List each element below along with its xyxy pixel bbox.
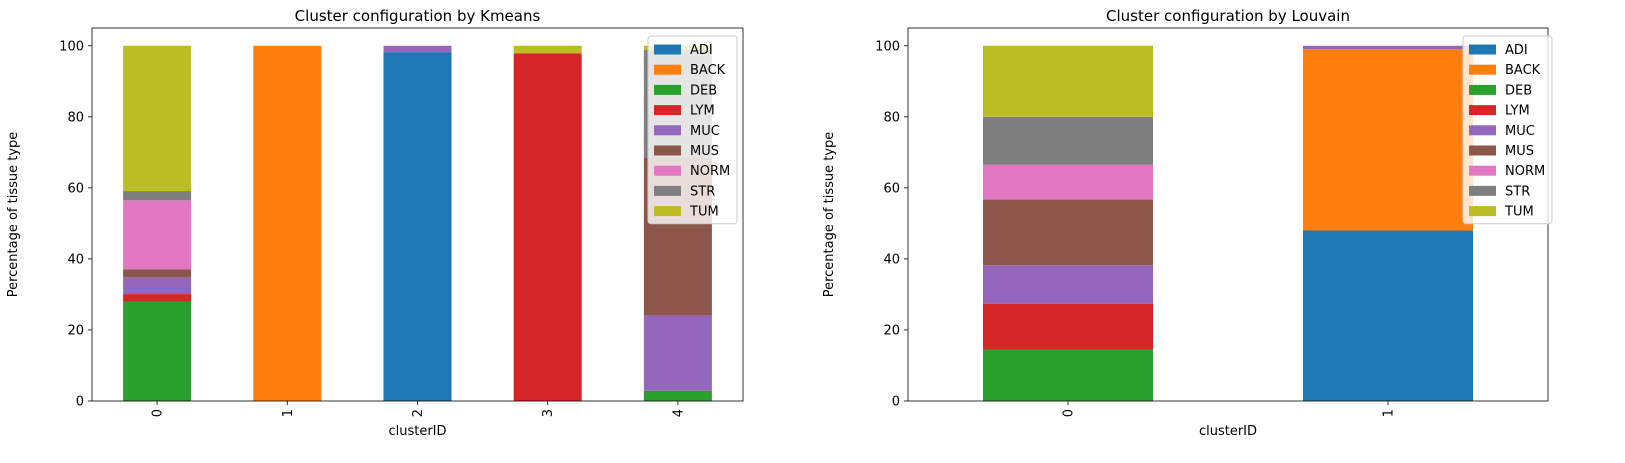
louvain-bar-norm-cluster-0: [983, 164, 1153, 200]
kmeans-ytick-label: 60: [67, 181, 84, 196]
kmeans-bar-tum-cluster-0: [123, 45, 192, 192]
kmeans-legend: ADI BACK DEB LYM MUC MUS NORM STR TUM: [647, 35, 738, 225]
kmeans-bar-lym-cluster-3: [513, 53, 582, 401]
kmeans-xtick-label: 3: [541, 409, 556, 417]
kmeans-y-axis-label: Percentage of tissue type: [6, 132, 21, 298]
louvain-legend-swatch-deb: [1469, 84, 1496, 95]
kmeans-legend-label-back: BACK: [690, 63, 726, 78]
kmeans-ytick-label: 80: [67, 110, 84, 125]
kmeans-bars: [123, 45, 712, 401]
kmeans-xtick-label: 4: [671, 409, 686, 417]
louvain-bar-deb-cluster-0: [983, 349, 1153, 401]
louvain-chart: 0 20 40 60 80 100 0 1 Cluster configuration by L…: [822, 7, 1553, 439]
kmeans-bar-str-cluster-0: [123, 191, 192, 201]
kmeans-chart: 0 20 40 60 80 100 0 1 2 3 4 Cluster configuration b…: [6, 7, 744, 439]
louvain-bar-str-cluster-0: [983, 116, 1153, 165]
kmeans-legend-label-muc: MUC: [690, 124, 720, 139]
kmeans-legend-swatch-back: [654, 64, 681, 75]
louvain-y-axis-label: Percentage of tissue type: [822, 132, 837, 298]
kmeans-legend-label-norm: NORM: [690, 164, 730, 179]
louvain-ytick-label: 20: [883, 323, 900, 338]
kmeans-ytick-label: 20: [67, 323, 84, 338]
louvain-bars: [983, 45, 1473, 401]
kmeans-xtick-label: 2: [411, 409, 426, 417]
kmeans-legend-label-str: STR: [690, 184, 715, 199]
kmeans-bar-muc-cluster-2: [383, 45, 452, 53]
kmeans-legend-label-adi: ADI: [690, 43, 713, 58]
louvain-legend-label-adi: ADI: [1505, 43, 1528, 58]
kmeans-bar-deb-cluster-4: [643, 390, 712, 401]
louvain-bar-muc-cluster-1: [1303, 45, 1473, 50]
louvain-x-axis-label: clusterID: [1199, 424, 1257, 439]
kmeans-bar-norm-cluster-0: [123, 200, 192, 270]
louvain-legend-swatch-tum: [1469, 206, 1496, 217]
kmeans-chart-title: Cluster configuration by Kmeans: [295, 7, 541, 25]
louvain-ytick-label: 0: [892, 395, 900, 410]
louvain-legend-swatch-norm: [1469, 165, 1496, 176]
kmeans-legend-swatch-adi: [654, 44, 681, 55]
kmeans-bar-muc-cluster-4: [643, 315, 712, 391]
louvain-bar-mus-cluster-0: [983, 199, 1153, 266]
kmeans-legend-swatch-norm: [654, 165, 681, 176]
kmeans-legend-swatch-mus: [654, 145, 681, 156]
louvain-legend-label-muc: MUC: [1505, 124, 1535, 139]
louvain-ytick-label: 40: [883, 252, 900, 267]
kmeans-ytick-label: 100: [59, 39, 84, 54]
louvain-legend-swatch-adi: [1469, 44, 1496, 55]
louvain-legend-swatch-lym: [1469, 105, 1496, 116]
louvain-legend-label-str: STR: [1505, 184, 1530, 199]
kmeans-bar-mus-cluster-0: [123, 269, 192, 278]
kmeans-x-axis-label: clusterID: [388, 424, 446, 439]
louvain-xtick-label: 1: [1382, 409, 1397, 417]
kmeans-xtick-label: 1: [281, 409, 296, 417]
kmeans-legend-swatch-muc: [654, 125, 681, 136]
kmeans-legend-swatch-str: [654, 185, 681, 196]
kmeans-legend-box: [647, 35, 738, 225]
louvain-ytick-label: 100: [875, 39, 900, 54]
louvain-bar-muc-cluster-0: [983, 265, 1153, 304]
louvain-legend: ADI BACK DEB LYM MUC MUS NORM STR TUM: [1462, 35, 1553, 225]
kmeans-bar-adi-cluster-2: [383, 52, 452, 401]
kmeans-bar-back-cluster-1: [253, 45, 322, 401]
louvain-legend-label-lym: LYM: [1505, 104, 1530, 119]
louvain-bar-lym-cluster-0: [983, 303, 1153, 350]
louvain-bar-tum-cluster-0: [983, 45, 1153, 117]
louvain-xtick-label: 0: [1062, 409, 1077, 417]
louvain-legend-label-mus: MUS: [1505, 144, 1534, 159]
kmeans-legend-swatch-tum: [654, 206, 681, 217]
kmeans-bar-muc-cluster-0: [123, 277, 192, 295]
kmeans-legend-label-deb: DEB: [690, 83, 717, 98]
louvain-legend-label-norm: NORM: [1505, 164, 1545, 179]
louvain-legend-swatch-back: [1469, 64, 1496, 75]
louvain-legend-box: [1462, 35, 1553, 225]
kmeans-legend-label-mus: MUS: [690, 144, 719, 159]
kmeans-ytick-label: 0: [76, 395, 84, 410]
louvain-legend-swatch-muc: [1469, 125, 1496, 136]
louvain-legend-label-deb: DEB: [1505, 83, 1532, 98]
kmeans-bar-deb-cluster-0: [123, 301, 192, 401]
louvain-legend-swatch-str: [1469, 185, 1496, 196]
kmeans-bar-lym-cluster-0: [123, 294, 192, 302]
louvain-bar-back-cluster-1: [1303, 49, 1473, 231]
kmeans-legend-label-tum: TUM: [689, 205, 719, 220]
louvain-ytick-label: 60: [883, 181, 900, 196]
louvain-chart-title: Cluster configuration by Louvain: [1106, 7, 1350, 25]
kmeans-bar-tum-cluster-3: [513, 45, 582, 54]
kmeans-xtick-label: 0: [151, 409, 166, 417]
louvain-bar-adi-cluster-1: [1303, 230, 1473, 401]
louvain-legend-label-back: BACK: [1505, 63, 1541, 78]
kmeans-legend-swatch-deb: [654, 84, 681, 95]
kmeans-legend-label-lym: LYM: [690, 104, 715, 119]
louvain-ytick-label: 80: [883, 110, 900, 125]
kmeans-ytick-label: 40: [67, 252, 84, 267]
louvain-legend-swatch-mus: [1469, 145, 1496, 156]
kmeans-legend-swatch-lym: [654, 105, 681, 116]
louvain-legend-label-tum: TUM: [1504, 205, 1534, 220]
